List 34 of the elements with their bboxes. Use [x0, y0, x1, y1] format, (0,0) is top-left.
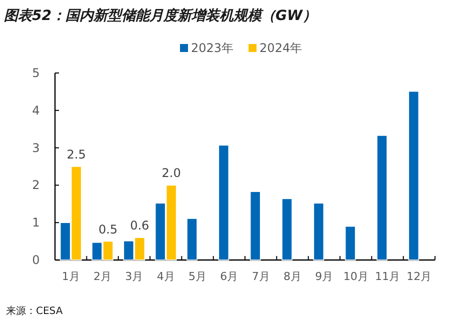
- x-tick-label: 8月: [284, 270, 302, 283]
- source-note: 来源：CESA: [6, 305, 63, 317]
- x-tick-label: 11月: [375, 270, 400, 283]
- x-tick-label: 4月: [156, 270, 175, 283]
- y-tick-label: 0: [32, 253, 40, 267]
- legend-label: 2023年: [191, 41, 234, 55]
- data-label: 0.6: [130, 218, 150, 233]
- data-label: 2.5: [66, 148, 86, 162]
- x-tick-label: 1月: [62, 270, 80, 283]
- bar: [313, 202, 324, 260]
- bar: [408, 90, 420, 260]
- legend-label: 2024年: [260, 41, 302, 55]
- x-tick-label: 5月: [188, 270, 206, 283]
- bar: [250, 191, 261, 260]
- x-tick-label: 12月: [406, 270, 432, 283]
- bar: [282, 198, 292, 260]
- y-tick-label: 1: [32, 216, 40, 230]
- x-tick-label: 10月: [343, 270, 368, 283]
- bar: [218, 144, 230, 260]
- x-tick-label: 9月: [315, 270, 334, 283]
- x-tick-label: 6月: [220, 270, 238, 283]
- x-tick-label: 2月: [94, 270, 112, 283]
- x-tick-label: 7月: [252, 270, 270, 283]
- data-label: 2.0: [162, 166, 181, 180]
- bar: [376, 135, 388, 260]
- y-tick-label: 3: [32, 140, 40, 155]
- chart-title: 图表52：国内新型储能月度新增装机规模（GW）: [4, 7, 316, 24]
- data-label: 0.5: [98, 222, 118, 236]
- y-tick-label: 4: [32, 103, 40, 118]
- bar: [186, 218, 198, 260]
- bar: [344, 226, 356, 260]
- x-tick-label: 3月: [125, 270, 144, 283]
- y-tick-label: 2: [32, 178, 40, 192]
- y-tick-label: 5: [32, 66, 40, 80]
